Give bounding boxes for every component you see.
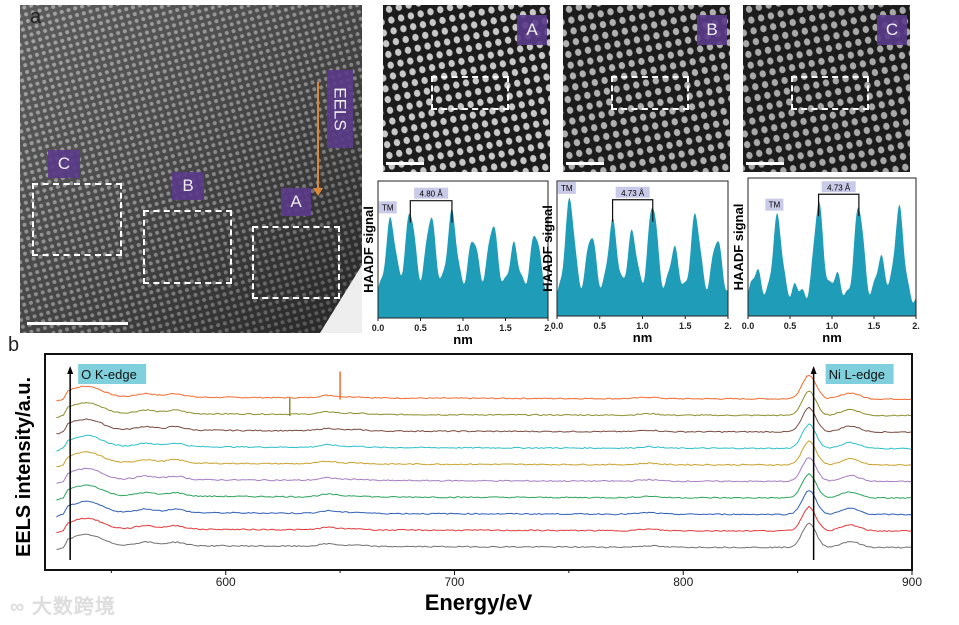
inset-label-a: A xyxy=(517,15,547,45)
distance-label: 4.80 Å xyxy=(420,190,444,199)
tm-label-bg xyxy=(378,201,397,214)
eels-arrow-head-icon xyxy=(313,188,323,196)
region-a-box xyxy=(252,226,340,299)
eels-label-text: EELS xyxy=(331,87,351,131)
spectrum-1 xyxy=(56,374,913,402)
spectrum-5 xyxy=(56,440,913,468)
x-axis-label: nm xyxy=(633,330,653,345)
x-axis-label: Energy/eV xyxy=(425,590,533,615)
spectrum-7 xyxy=(56,473,913,501)
x-tick-label: 1.5 xyxy=(499,323,512,333)
haadf-overview-image xyxy=(20,5,362,333)
x-tick-label: 2. xyxy=(912,321,920,331)
tm-label-bg xyxy=(557,181,576,194)
x-tick-label: 2. xyxy=(544,323,552,333)
distance-label-bg xyxy=(414,187,449,199)
x-tick-label: 900 xyxy=(902,575,922,589)
edge-label: O K-edge xyxy=(81,367,137,382)
panel-b-letter: b xyxy=(8,334,20,356)
tm-label-bg xyxy=(765,198,784,211)
plot-frame xyxy=(44,353,913,571)
region-b-label: B xyxy=(172,172,204,200)
x-tick-label: 1.5 xyxy=(868,321,881,331)
distance-label-bg xyxy=(615,186,650,198)
inset-roi-box xyxy=(431,76,509,110)
line-profile-chart-2: 0.0 0.5 1.0 1.5 2. nm HAADF signal TM 4.73 Å xyxy=(540,180,732,345)
arrow-head-icon xyxy=(67,366,74,374)
y-axis-label: HAADF signal xyxy=(540,205,555,292)
line-profile-chart-1: 0.0 0.5 1.0 1.5 2. nm HAADF signal TM 4.80 Å xyxy=(361,180,552,345)
edge-label-bg xyxy=(78,364,147,384)
x-tick-label: 2. xyxy=(724,321,732,331)
inset-scale-bar xyxy=(746,162,784,165)
spectrum-3 xyxy=(56,406,913,435)
inset-roi-box xyxy=(611,76,689,110)
region-b-box xyxy=(143,210,232,284)
inset-label-b: B xyxy=(697,15,727,45)
panel-a-letter: a xyxy=(30,6,42,28)
spectrum-10 xyxy=(56,522,913,550)
spectrum-2 xyxy=(56,390,913,419)
arrow-head-icon xyxy=(810,366,817,374)
x-tick-label: 1.5 xyxy=(679,321,692,331)
spectrum-6 xyxy=(56,457,913,484)
x-tick-label: 0.0 xyxy=(551,321,564,331)
line-profile-chart-3: 0.0 0.5 1.0 1.5 2. nm HAADF signal TM 4.73 Å xyxy=(731,177,920,345)
edge-label: Ni L-edge xyxy=(829,367,885,382)
x-axis-label: nm xyxy=(822,330,842,345)
x-tick-label: 1.0 xyxy=(457,323,470,333)
eels-scan-arrow xyxy=(317,82,319,192)
profile-area xyxy=(748,201,916,316)
profile-area xyxy=(557,198,728,316)
tm-label: TM xyxy=(561,184,573,193)
distance-bracket xyxy=(409,200,453,223)
y-axis-label: EELS intensity/a.u. xyxy=(13,377,35,557)
spectrum-4 xyxy=(56,423,913,452)
inset-scale-bar xyxy=(566,162,604,165)
spectrum-8 xyxy=(56,490,913,518)
x-tick-label: 0.5 xyxy=(593,321,606,331)
x-tick-label: 800 xyxy=(673,575,693,589)
x-tick-label: 0.0 xyxy=(742,321,755,331)
inset-scale-bar xyxy=(386,162,424,165)
edge-label-bg xyxy=(825,364,894,384)
x-tick-label: 700 xyxy=(444,575,464,589)
watermark-logo: ∞ 大数跨境 xyxy=(10,596,116,618)
x-tick-label: 0.5 xyxy=(414,323,427,333)
x-tick-label: 1.0 xyxy=(826,321,839,331)
x-tick-label: 1.0 xyxy=(636,321,649,331)
profile-area xyxy=(378,208,548,318)
y-axis-label: HAADF signal xyxy=(361,206,376,293)
distance-label: 4.73 Å xyxy=(827,183,851,192)
x-axis-label: nm xyxy=(453,332,473,345)
x-tick-label: 0.5 xyxy=(784,321,797,331)
tm-label: TM xyxy=(769,201,781,210)
eels-label: EELS xyxy=(327,70,353,148)
spectrum-9 xyxy=(56,505,913,534)
region-c-box xyxy=(32,183,122,256)
region-c-label: C xyxy=(48,150,80,178)
scale-bar xyxy=(27,322,128,325)
inset-roi-box xyxy=(791,76,869,110)
x-tick-label: 600 xyxy=(216,575,236,589)
y-axis-label: HAADF signal xyxy=(731,204,746,291)
x-tick-label: 0.0 xyxy=(372,323,385,333)
tm-label: TM xyxy=(382,203,394,212)
eels-spectra-chart: O K-edge Ni L-edge 600 700 800 900 Energy/eV EE… xyxy=(13,353,922,615)
inset-label-c: C xyxy=(877,15,907,45)
distance-label-bg xyxy=(821,181,856,193)
distance-bracket xyxy=(611,199,654,222)
distance-bracket xyxy=(817,193,860,217)
distance-label: 4.73 Å xyxy=(621,189,645,198)
region-a-label: A xyxy=(281,188,311,216)
